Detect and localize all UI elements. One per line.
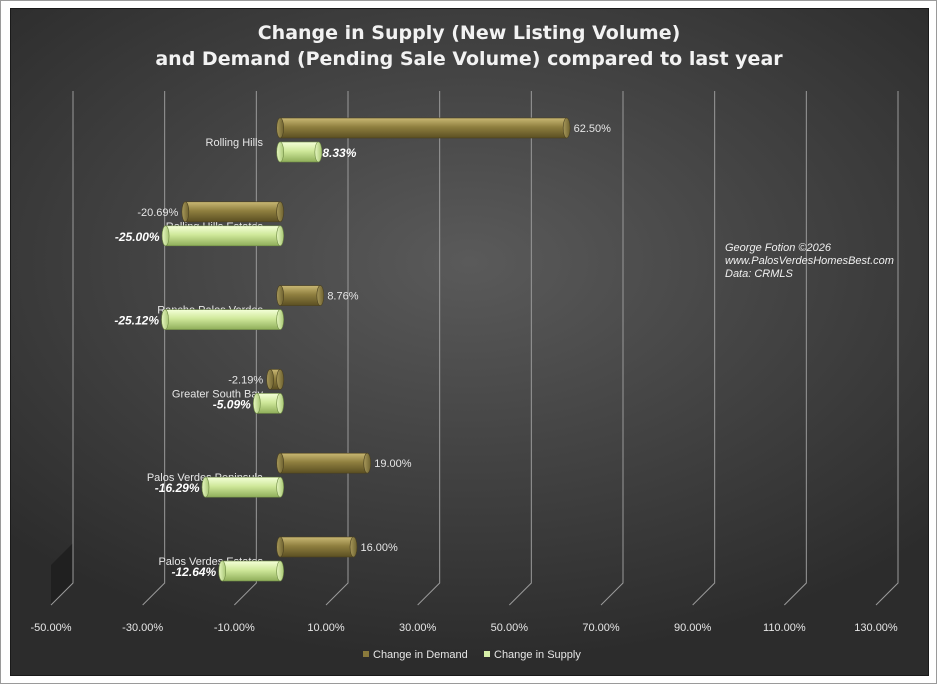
annotation-author: George Fotion ©2026 xyxy=(725,242,832,254)
supply-bar-cap-right xyxy=(276,476,284,498)
demand-data-label: -20.69% xyxy=(137,207,178,219)
legend-label-supply: Change in Supply xyxy=(494,649,581,661)
x-tick-label: 30.00% xyxy=(399,622,437,634)
gridlines xyxy=(50,91,899,606)
chart-area: Change in Supply (New Listing Volume) an… xyxy=(10,8,929,676)
legend: Change in Demand Change in Supply xyxy=(363,649,581,661)
demand-bar-cap-right xyxy=(349,536,358,558)
x-tick-label: 130.00% xyxy=(854,622,898,634)
demand-data-label: 19.00% xyxy=(374,458,412,470)
supply-bar-body xyxy=(279,141,319,163)
category-label: Rolling Hills xyxy=(206,137,264,149)
category-label: Greater South Bay xyxy=(172,388,264,400)
x-tick-label: -30.00% xyxy=(122,622,163,634)
chart-svg: Change in Supply (New Listing Volume) an… xyxy=(31,22,899,661)
chart-title-line-1: Change in Supply (New Listing Volume) xyxy=(258,22,681,44)
demand-bar xyxy=(276,452,372,474)
demand-bar-cap-left xyxy=(276,452,284,474)
legend-swatch-demand xyxy=(363,651,369,657)
supply-bar-cap-left xyxy=(161,225,170,247)
x-tick-label: -10.00% xyxy=(214,622,255,634)
demand-data-label: 62.50% xyxy=(574,123,612,135)
supply-bar xyxy=(161,225,284,247)
supply-bar-cap-right xyxy=(276,560,284,582)
demand-bar-cap-right xyxy=(276,369,284,390)
supply-bar-body xyxy=(205,476,281,498)
demand-bar xyxy=(276,536,358,558)
supply-bar-body xyxy=(165,225,281,247)
supply-bar-cap-left xyxy=(253,393,261,414)
gridline xyxy=(325,91,349,606)
supply-bar-cap-right xyxy=(276,309,284,330)
gridline xyxy=(692,91,716,606)
demand-bar-cap-right xyxy=(562,117,571,139)
supply-data-label: -16.29% xyxy=(155,481,200,495)
annotation-website: www.PalosVerdesHomesBest.com xyxy=(725,255,894,267)
demand-bar-cap-left xyxy=(276,117,284,139)
x-tick-label: 110.00% xyxy=(763,622,806,634)
x-tick-label: 70.00% xyxy=(582,622,620,634)
demand-bar xyxy=(276,117,571,139)
x-tick-label: 90.00% xyxy=(674,622,712,634)
supply-bar-cap-left xyxy=(276,141,284,163)
supply-data-label: 8.33% xyxy=(322,146,356,160)
demand-bar-cap-left xyxy=(276,536,284,558)
supply-bar xyxy=(201,476,284,498)
demand-bar-cap-right xyxy=(363,452,372,474)
bars: Rolling HillsRolling Hills EstatesRancho… xyxy=(147,117,571,582)
supply-bar-cap-right xyxy=(314,141,323,163)
supply-bar-body xyxy=(221,560,281,582)
supply-bar-cap-left xyxy=(218,560,227,582)
legend-label-demand: Change in Demand xyxy=(373,649,468,661)
demand-bar-body xyxy=(279,536,354,558)
demand-bar-body xyxy=(279,117,567,139)
supply-data-label: -25.12% xyxy=(114,314,159,328)
gridline xyxy=(875,91,899,606)
demand-bar-cap-right xyxy=(316,285,325,306)
demand-bar-cap-right xyxy=(276,201,284,223)
supply-bar-cap-left xyxy=(201,476,210,498)
labels: -50.00% -30.00% -10.00% 10.00% 30.00% 50.00% 7… xyxy=(31,123,898,634)
supply-bar xyxy=(276,141,323,163)
demand-data-label: 16.00% xyxy=(361,542,399,554)
demand-bar-body xyxy=(185,201,281,223)
supply-data-label: -12.64% xyxy=(172,565,217,579)
demand-bar xyxy=(181,201,284,223)
supply-bar-cap-right xyxy=(276,393,284,414)
chart-title-line-2: and Demand (Pending Sale Volume) compare… xyxy=(155,48,783,70)
supply-bar-cap-left xyxy=(161,309,169,330)
x-tick-label: -50.00% xyxy=(31,622,72,634)
source-annotation: George Fotion ©2026 www.PalosVerdesHomes… xyxy=(725,242,894,280)
gridline xyxy=(233,91,257,606)
gridline xyxy=(50,91,74,606)
supply-bar-body xyxy=(164,309,281,330)
gridline xyxy=(508,91,532,606)
demand-bar-cap-left xyxy=(276,285,284,306)
demand-bar xyxy=(276,285,325,306)
supply-data-label: -25.00% xyxy=(115,230,160,244)
demand-data-label: -2.19% xyxy=(228,374,263,386)
supply-bar xyxy=(161,309,284,330)
gridline xyxy=(783,91,807,606)
annotation-data-source: Data: CRMLS xyxy=(725,268,794,280)
demand-bar-cap-left xyxy=(181,201,190,223)
supply-data-label: -5.09% xyxy=(213,397,251,411)
legend-swatch-supply xyxy=(484,651,490,657)
gridline xyxy=(600,91,624,606)
left-wall-shadow xyxy=(51,543,73,605)
supply-bar xyxy=(253,393,284,414)
demand-bar-body xyxy=(279,285,321,306)
supply-bar xyxy=(218,560,284,582)
demand-data-label: 8.76% xyxy=(327,291,358,303)
gridline xyxy=(142,91,166,606)
x-tick-label: 50.00% xyxy=(491,622,529,634)
demand-bar-body xyxy=(279,452,368,474)
demand-bar-cap-left xyxy=(266,369,274,390)
x-tick-label: 10.00% xyxy=(307,622,345,634)
supply-bar-cap-right xyxy=(276,225,284,247)
demand-bar xyxy=(266,369,284,390)
gridline xyxy=(417,91,441,606)
